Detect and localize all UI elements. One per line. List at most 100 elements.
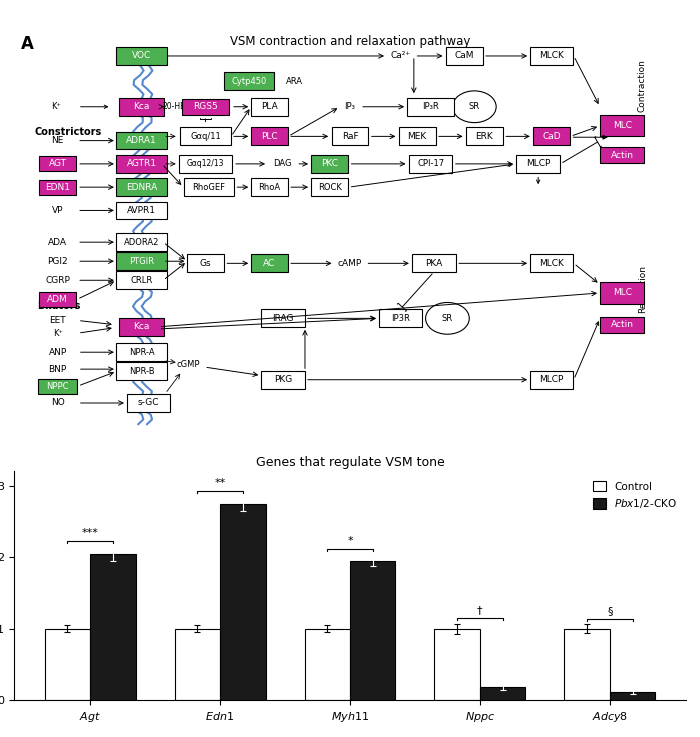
FancyBboxPatch shape — [251, 98, 288, 116]
Text: 20-HETE: 20-HETE — [162, 102, 195, 111]
FancyBboxPatch shape — [601, 147, 644, 164]
Bar — [564, 629, 610, 700]
Bar — [174, 629, 220, 700]
Text: IP₃: IP₃ — [344, 102, 356, 111]
Text: Relaxation: Relaxation — [638, 265, 647, 312]
FancyBboxPatch shape — [116, 343, 167, 361]
Text: PKG: PKG — [274, 375, 292, 384]
Bar — [304, 629, 350, 700]
FancyBboxPatch shape — [530, 371, 573, 388]
Text: CaM: CaM — [454, 52, 474, 60]
Title: Genes that regulate VSM tone: Genes that regulate VSM tone — [256, 456, 444, 469]
Text: Kca: Kca — [134, 322, 150, 332]
Text: s-GC: s-GC — [138, 399, 159, 408]
Text: MLC: MLC — [612, 288, 631, 298]
Text: Kca: Kca — [134, 102, 150, 111]
Text: §: § — [607, 606, 612, 616]
FancyBboxPatch shape — [533, 128, 570, 145]
Text: NPR-B: NPR-B — [129, 367, 155, 376]
FancyBboxPatch shape — [601, 115, 644, 136]
Text: ADRA1: ADRA1 — [126, 136, 157, 145]
FancyBboxPatch shape — [127, 394, 170, 412]
Text: CRLR: CRLR — [131, 276, 153, 284]
Text: †: † — [477, 605, 483, 615]
Text: ARA: ARA — [286, 77, 303, 85]
Text: Contraction: Contraction — [638, 59, 647, 112]
FancyBboxPatch shape — [38, 379, 77, 394]
Bar — [45, 629, 90, 700]
Text: K⁺: K⁺ — [52, 329, 63, 338]
Text: ERK: ERK — [475, 132, 493, 141]
FancyBboxPatch shape — [116, 201, 167, 220]
Text: IRAG: IRAG — [272, 314, 293, 323]
Text: *: * — [347, 537, 353, 546]
FancyBboxPatch shape — [182, 99, 229, 115]
FancyBboxPatch shape — [412, 254, 456, 272]
Text: Gαq12/13: Gαq12/13 — [187, 159, 224, 168]
Text: ROCK: ROCK — [318, 183, 342, 192]
Text: IP3R: IP3R — [391, 314, 409, 323]
Text: RhoGEF: RhoGEF — [193, 183, 225, 192]
Text: CaD: CaD — [542, 132, 561, 141]
Text: Dilators: Dilators — [38, 301, 81, 311]
FancyBboxPatch shape — [407, 98, 454, 116]
Text: NE: NE — [52, 136, 64, 145]
Text: MEK: MEK — [407, 132, 427, 141]
FancyBboxPatch shape — [116, 132, 167, 150]
Text: **: ** — [214, 478, 225, 488]
Text: cGMP: cGMP — [177, 360, 200, 369]
Text: MLC: MLC — [612, 122, 631, 130]
Text: VP: VP — [52, 206, 64, 215]
Text: MLCP: MLCP — [540, 375, 564, 384]
Text: SR: SR — [442, 314, 453, 323]
FancyBboxPatch shape — [332, 128, 368, 145]
Text: EET: EET — [50, 316, 66, 325]
FancyBboxPatch shape — [517, 155, 560, 172]
Text: Gαq/11: Gαq/11 — [190, 132, 221, 141]
FancyBboxPatch shape — [116, 178, 167, 196]
Text: AC: AC — [263, 259, 276, 268]
Text: IP₃R: IP₃R — [422, 102, 439, 111]
Text: AGT: AGT — [49, 159, 66, 168]
Legend: Control, $\it{Pbx1/2}$-CKO: Control, $\it{Pbx1/2}$-CKO — [589, 477, 681, 514]
FancyBboxPatch shape — [601, 282, 644, 304]
FancyBboxPatch shape — [530, 47, 573, 65]
Text: NPPC: NPPC — [46, 382, 69, 391]
Bar — [90, 553, 136, 700]
Text: CGRP: CGRP — [46, 276, 70, 284]
Text: PTGIR: PTGIR — [130, 256, 154, 266]
Text: RaF: RaF — [342, 132, 358, 141]
Text: BNP: BNP — [48, 365, 66, 374]
Text: ADM: ADM — [48, 295, 68, 304]
FancyBboxPatch shape — [119, 318, 164, 336]
Text: Constrictors: Constrictors — [34, 128, 102, 137]
Text: EDNRA: EDNRA — [126, 183, 158, 192]
Text: PLC: PLC — [261, 132, 278, 141]
Text: ANP: ANP — [48, 348, 66, 357]
FancyBboxPatch shape — [116, 155, 167, 172]
FancyBboxPatch shape — [379, 310, 422, 327]
Text: PKC: PKC — [321, 159, 338, 168]
Bar — [350, 561, 395, 700]
FancyBboxPatch shape — [39, 156, 76, 172]
Text: A: A — [21, 35, 34, 53]
Text: MLCP: MLCP — [526, 159, 550, 168]
Text: SR: SR — [469, 102, 480, 111]
FancyBboxPatch shape — [601, 317, 644, 332]
Text: K⁺: K⁺ — [51, 102, 61, 111]
FancyBboxPatch shape — [224, 72, 274, 90]
Text: Actin: Actin — [610, 151, 634, 160]
FancyBboxPatch shape — [116, 252, 167, 270]
Text: ADORA2: ADORA2 — [124, 237, 160, 247]
Text: Gs: Gs — [199, 259, 211, 268]
FancyBboxPatch shape — [39, 292, 76, 307]
Text: ADA: ADA — [48, 237, 67, 247]
FancyBboxPatch shape — [181, 128, 231, 145]
Text: PGI2: PGI2 — [48, 256, 68, 266]
Text: VSM contraction and relaxation pathway: VSM contraction and relaxation pathway — [230, 35, 470, 48]
FancyBboxPatch shape — [251, 128, 288, 145]
Text: RhoA: RhoA — [258, 183, 281, 192]
Text: MLCK: MLCK — [539, 52, 564, 60]
FancyBboxPatch shape — [530, 254, 573, 272]
FancyBboxPatch shape — [116, 47, 167, 65]
